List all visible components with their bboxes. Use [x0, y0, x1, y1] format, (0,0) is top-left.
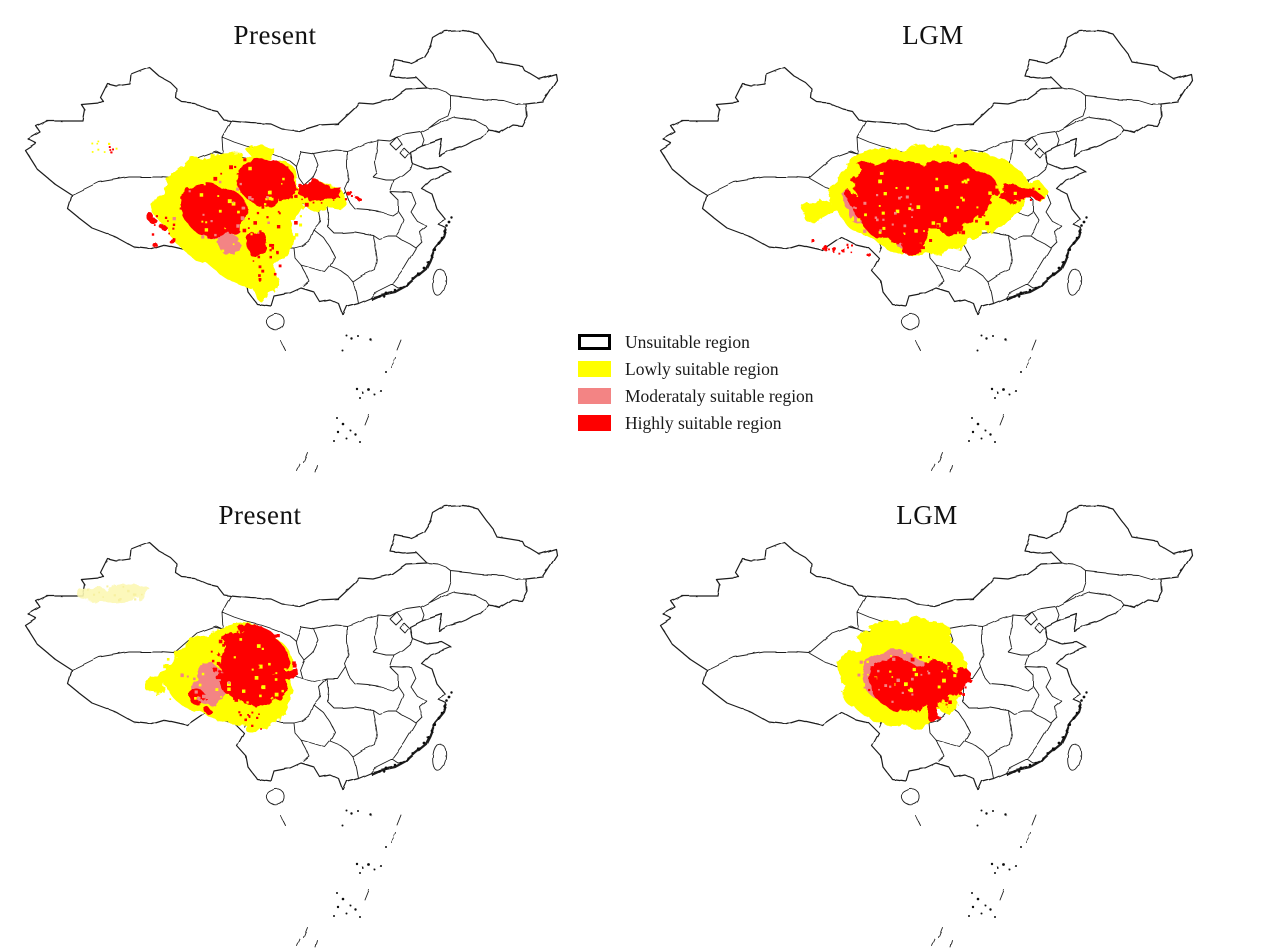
china-map: [635, 0, 1269, 475]
legend-row-highly: Highly suitable region: [578, 412, 814, 433]
legend-label: Moderataly suitable region: [625, 385, 814, 406]
china-map: [0, 475, 634, 950]
suitability-blobs: [802, 142, 1047, 257]
map-legend: Unsuitable region Lowly suitable region …: [578, 331, 814, 442]
suitability-blobs: [839, 618, 971, 728]
speckle-layer: [91, 140, 353, 282]
panel-lgm-top: LGM: [635, 0, 1269, 475]
legend-swatch-highly: [578, 415, 611, 431]
panel-present-top: Present: [0, 0, 634, 475]
panel-title: LGM: [902, 20, 964, 50]
panel-lgm-bottom: LGM: [635, 475, 1269, 950]
legend-swatch-lowly: [578, 361, 611, 377]
panel-title: LGM: [896, 500, 958, 530]
china-map: [0, 0, 634, 475]
legend-row-moderately: Moderataly suitable region: [578, 385, 814, 406]
legend-label: Highly suitable region: [625, 412, 782, 433]
panel-title: Present: [218, 500, 302, 530]
panel-title: Present: [233, 20, 317, 50]
speckle-layer: [828, 153, 1041, 255]
china-map: [635, 475, 1269, 950]
legend-row-lowly: Lowly suitable region: [578, 358, 814, 379]
panel-present-bottom: Present: [0, 475, 634, 950]
legend-label: Lowly suitable region: [625, 358, 779, 379]
legend-swatch-moderately: [578, 388, 611, 404]
suitability-blobs: [78, 584, 300, 735]
speckle-layer: [850, 633, 967, 717]
speckle-layer: [86, 585, 298, 730]
legend-label: Unsuitable region: [625, 331, 750, 352]
legend-swatch-unsuitable: [578, 334, 611, 350]
legend-row-unsuitable: Unsuitable region: [578, 331, 814, 352]
